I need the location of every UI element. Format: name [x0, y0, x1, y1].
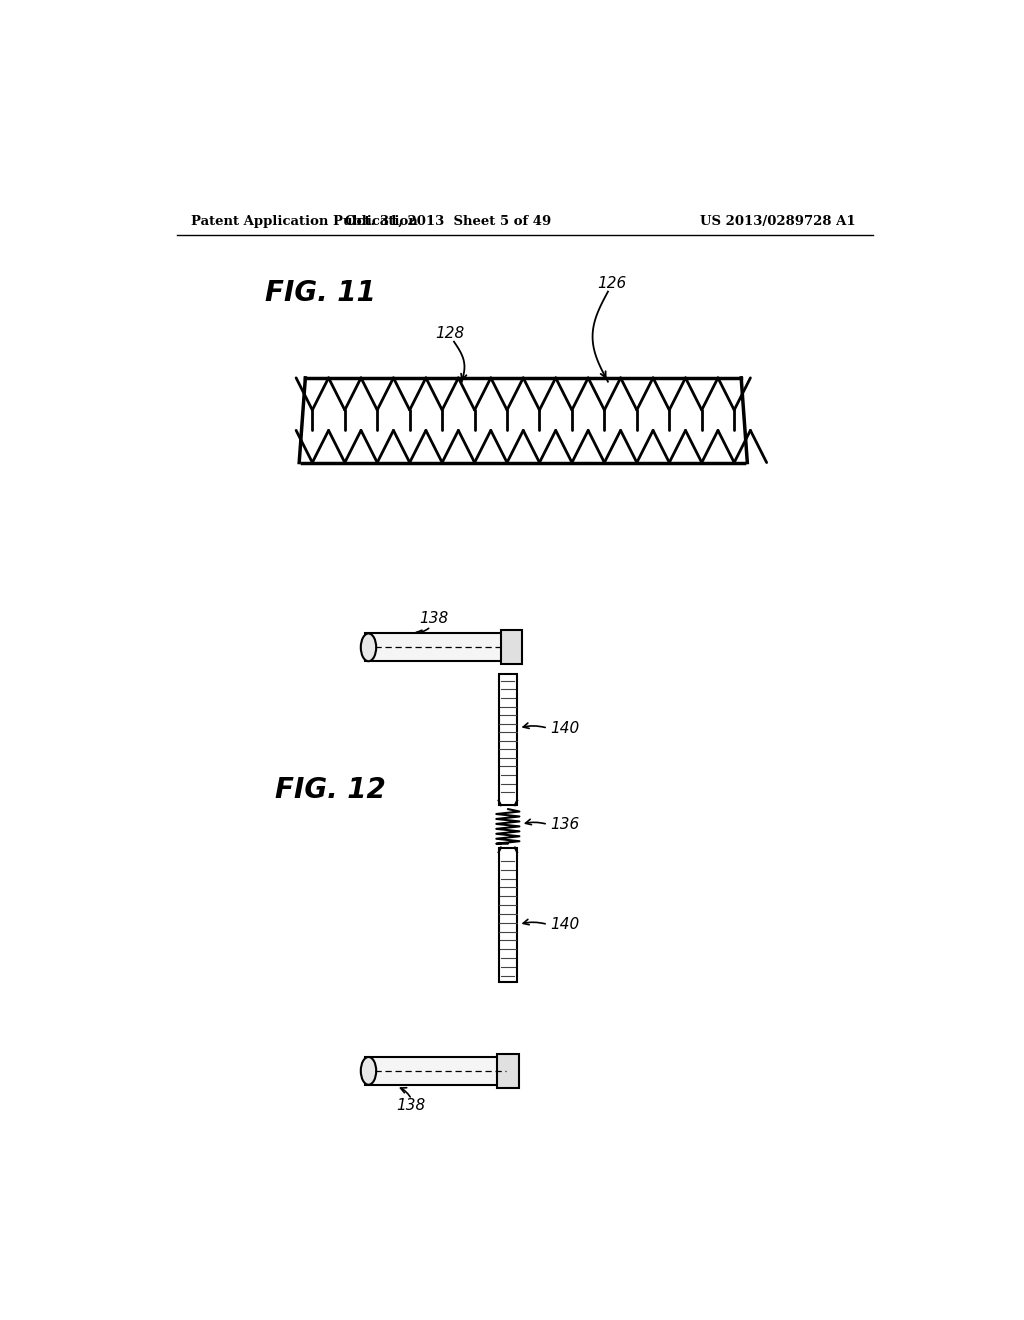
Polygon shape [718, 378, 751, 411]
Text: 138: 138 [419, 611, 449, 627]
Text: 140: 140 [550, 917, 580, 932]
Polygon shape [490, 430, 523, 462]
Polygon shape [526, 411, 553, 430]
Polygon shape [366, 1057, 512, 1085]
Polygon shape [393, 378, 426, 411]
Polygon shape [559, 411, 585, 430]
Polygon shape [718, 430, 751, 462]
Polygon shape [329, 378, 361, 411]
Polygon shape [361, 378, 393, 411]
Polygon shape [332, 411, 357, 430]
Polygon shape [490, 378, 523, 411]
Polygon shape [365, 411, 390, 430]
Text: 136: 136 [550, 817, 580, 832]
Polygon shape [497, 1053, 518, 1088]
Text: FIG. 11: FIG. 11 [265, 279, 376, 308]
Polygon shape [653, 430, 685, 462]
Polygon shape [429, 411, 455, 430]
Polygon shape [721, 411, 748, 430]
Text: US 2013/0289728 A1: US 2013/0289728 A1 [699, 215, 855, 228]
Polygon shape [426, 378, 459, 411]
Polygon shape [656, 411, 682, 430]
Polygon shape [523, 430, 556, 462]
Polygon shape [685, 378, 718, 411]
Polygon shape [689, 411, 715, 430]
Polygon shape [426, 430, 459, 462]
Text: 140: 140 [550, 721, 580, 735]
Polygon shape [296, 430, 329, 462]
Text: 128: 128 [435, 326, 465, 342]
Polygon shape [624, 411, 650, 430]
Polygon shape [396, 411, 423, 430]
Polygon shape [621, 430, 653, 462]
Polygon shape [685, 430, 718, 462]
Polygon shape [556, 430, 588, 462]
Polygon shape [361, 430, 393, 462]
Polygon shape [501, 631, 522, 664]
Text: FIG. 12: FIG. 12 [275, 776, 386, 804]
Polygon shape [462, 411, 487, 430]
Polygon shape [393, 430, 426, 462]
Polygon shape [588, 378, 621, 411]
Polygon shape [621, 378, 653, 411]
Ellipse shape [503, 1057, 514, 1085]
Polygon shape [499, 847, 517, 982]
Ellipse shape [360, 1057, 376, 1085]
Ellipse shape [503, 634, 514, 661]
Polygon shape [459, 378, 490, 411]
Ellipse shape [360, 634, 376, 661]
Polygon shape [299, 411, 326, 430]
Polygon shape [459, 430, 490, 462]
Text: Patent Application Publication: Patent Application Publication [190, 215, 418, 228]
Polygon shape [494, 411, 520, 430]
Polygon shape [556, 378, 588, 411]
Polygon shape [653, 378, 685, 411]
Polygon shape [296, 378, 329, 411]
Polygon shape [499, 675, 517, 805]
Text: Oct. 31, 2013  Sheet 5 of 49: Oct. 31, 2013 Sheet 5 of 49 [345, 215, 551, 228]
Polygon shape [329, 430, 361, 462]
Polygon shape [592, 411, 617, 430]
Polygon shape [366, 634, 512, 661]
Text: 126: 126 [597, 276, 627, 292]
Text: 138: 138 [396, 1098, 425, 1113]
Polygon shape [523, 378, 556, 411]
Polygon shape [588, 430, 621, 462]
